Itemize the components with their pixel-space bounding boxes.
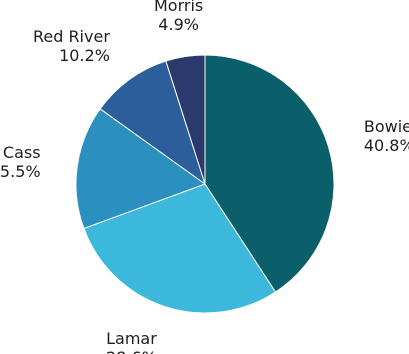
pie-slice-cass (75, 108, 207, 230)
slice-percent: 28.6% (106, 348, 157, 354)
pie-slices (75, 54, 335, 314)
pie-label-lamar: Lamar28.6% (106, 329, 157, 354)
slice-name: Morris (154, 0, 203, 15)
pie-slice-morris (165, 54, 206, 185)
slice-name: Red River (33, 27, 110, 46)
slice-name: Bowie (364, 117, 409, 136)
pie-slice-lamar (83, 183, 277, 314)
slice-name: Cass (3, 143, 41, 162)
pie-label-morris: Morris 4.9% (154, 0, 203, 34)
slice-percent: 40.8% (364, 136, 409, 155)
slice-percent: 10.2% (59, 46, 110, 65)
pie-label-red-river: Red River 10.2% (33, 27, 110, 65)
slice-percent: 15.5% (0, 162, 41, 181)
pie-slice-red-river (99, 60, 206, 186)
pie-label-cass: Cass15.5% (0, 143, 41, 181)
slice-percent: 4.9% (158, 15, 199, 34)
slice-name: Lamar (106, 329, 157, 348)
